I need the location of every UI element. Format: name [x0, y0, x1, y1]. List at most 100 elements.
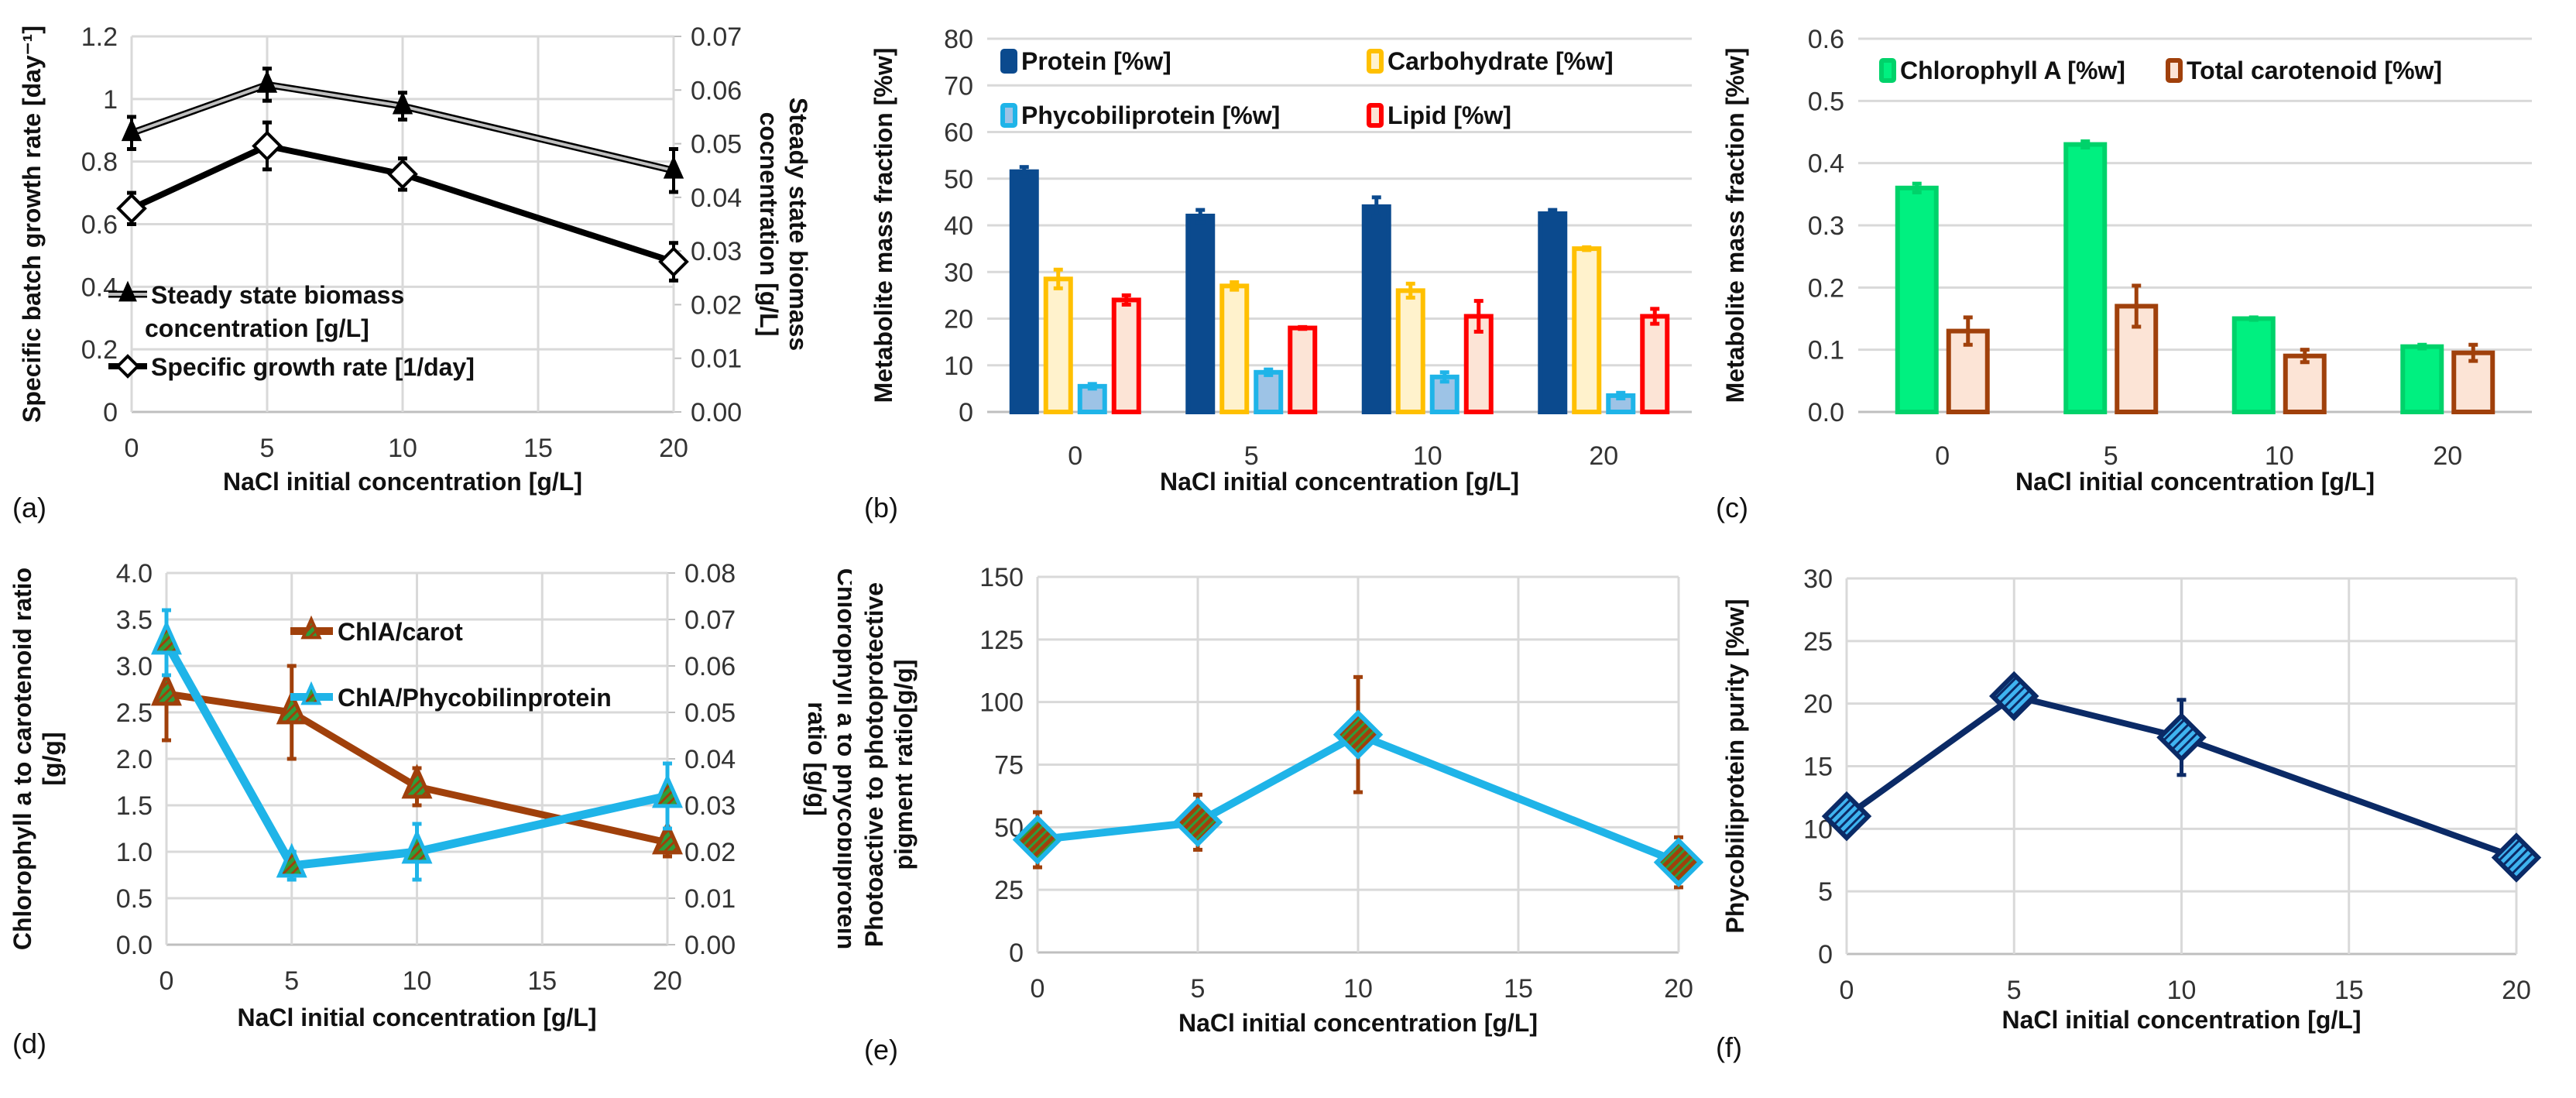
data-point-chla-phyco: [652, 773, 683, 808]
bar: [1538, 211, 1568, 414]
y2-tick-label: 0.06: [691, 76, 742, 105]
y2-tick-label: 0.08: [684, 559, 736, 588]
panel-label: (d): [12, 1028, 46, 1059]
series-line-biomass-inner: [131, 83, 674, 173]
bar: [1185, 213, 1216, 415]
legend-label: Lipid [%w]: [1387, 101, 1511, 129]
y2-tick-label: 0.04: [691, 184, 742, 213]
bar: [1219, 283, 1250, 415]
y-tick-label: 0.5: [1808, 87, 1844, 116]
bar: [2231, 316, 2276, 414]
bar: [1395, 288, 1425, 414]
x-tick-label: 0: [1840, 976, 1854, 1005]
y-tick-label: 2.0: [116, 745, 153, 774]
y-tick-label: 25: [994, 876, 1024, 905]
y-tick-label: 80: [944, 25, 973, 54]
legend-swatch: [1000, 103, 1017, 128]
data-point-chla-carot: [401, 763, 433, 799]
bar: [1895, 185, 1939, 415]
x-tick-label: 20: [2502, 976, 2531, 1005]
y-tick-label: 0.3: [1808, 211, 1844, 241]
y-tick-label: 0: [1818, 940, 1833, 969]
panel-label: (b): [864, 492, 898, 523]
series-line: [1037, 730, 1680, 866]
y-axis-label: Phycobiliprotein purity [%w]: [1721, 599, 1749, 933]
x-tick-label: 5: [1244, 441, 1259, 471]
data-point-biomass: [121, 118, 142, 142]
x-tick-label: 10: [403, 966, 432, 996]
x-tick-label: 0: [125, 434, 139, 463]
legend-label: ChlA/Phycobilinprotein: [338, 684, 612, 712]
legend-label: Protein [%w]: [1021, 47, 1171, 75]
x-axis-label: NaCl initial concentration [g/L]: [1178, 1009, 1538, 1037]
panel-label: (c): [1716, 492, 1748, 523]
data-point-chla-carot: [652, 819, 683, 855]
y-tick-label: 5: [1818, 877, 1833, 907]
y-tick-label: 0.4: [81, 273, 118, 302]
y2-axis-label: Steady state biomass: [784, 98, 812, 351]
bar: [1361, 204, 1391, 414]
y-tick-label: 1: [103, 85, 118, 115]
panel-f: 0 5 10 15 20 25 30 0 5 10 15 20 NaCl initial concent…: [1703, 542, 2576, 1094]
data-point-growth-rate: [116, 193, 147, 225]
y2-axis-label: Chlorophyll a to phycobilprotein: [832, 568, 852, 949]
x-tick-label: 20: [1664, 974, 1693, 1004]
panel-a: 0 0.2 0.4 0.6 0.8 1 1.2 0.00 0.01 0.02 0.03 0.04 0.0…: [0, 0, 852, 542]
legend-label: Carbohydrate [%w]: [1387, 47, 1614, 75]
series-line: [1844, 692, 2518, 861]
x-tick-label: 5: [1191, 974, 1206, 1004]
y-tick-label: 0: [959, 398, 973, 427]
y2-axis-label: cocnentration [g/L]: [755, 112, 783, 337]
y-tick-label: 0.0: [116, 931, 153, 960]
x-tick-label: 15: [2334, 976, 2364, 1005]
legend-marker-triangle: [300, 681, 322, 705]
panel-d: 0.0 0.5 1.0 1.5 2.0 2.5 3.0 3.5 4.0 0.00 0.01 0.02 0…: [0, 542, 860, 1094]
x-tick-label: 10: [1413, 441, 1442, 471]
y2-tick-label: 0.02: [684, 838, 736, 867]
bar: [1572, 246, 1602, 414]
chart-d: 0.0 0.5 1.0 1.5 2.0 2.5 3.0 3.5 4.0 0.00 0.01 0.02 0…: [9, 559, 860, 1059]
data-point-chla-phyco: [401, 829, 433, 864]
y2-tick-label: 0.01: [684, 884, 736, 914]
y-tick-label: 0.2: [1808, 273, 1844, 303]
x-tick-label: 5: [2007, 976, 2022, 1005]
y-tick-label: 3.5: [116, 606, 153, 635]
y-tick-label: 0.6: [1808, 25, 1844, 54]
y-tick-label: 0.2: [81, 335, 118, 365]
panel-label: (a): [12, 492, 46, 523]
data-point: [1821, 791, 1872, 842]
data-point: [1333, 709, 1384, 760]
panel-e: 0 25 50 75 100 125 150 0 5 10 15 20 NaCl initial con…: [852, 542, 1704, 1094]
legend-marker-triangle: [118, 280, 137, 302]
legend-label: Specific growth rate [1/day]: [151, 353, 475, 381]
legend-marker-triangle: [300, 615, 322, 640]
y2-tick-label: 0.03: [684, 791, 736, 821]
data-point-growth-rate: [658, 246, 689, 277]
bar: [1009, 169, 1039, 414]
panel-label: (e): [864, 1034, 898, 1065]
x-tick-label: 20: [659, 434, 688, 463]
y-tick-label: 150: [979, 563, 1024, 592]
y-tick-label: 1.5: [116, 791, 153, 821]
series-line-growth-rate: [130, 142, 675, 265]
bar: [1254, 369, 1284, 415]
bar: [1640, 314, 1670, 414]
y-tick-label: 0.6: [81, 211, 118, 240]
y2-tick-label: 0.05: [684, 698, 736, 728]
legend-label: Steady state biomass: [151, 281, 404, 309]
y2-tick-label: 0.04: [684, 745, 736, 774]
y2-tick-label: 0.02: [691, 290, 742, 320]
x-axis-label: NaCl initial concentration [g/L]: [2015, 468, 2375, 496]
y2-tick-label: 0.03: [691, 237, 742, 266]
y-tick-label: 2.5: [116, 698, 153, 728]
x-axis-label: NaCl initial concentration [g/L]: [237, 1004, 596, 1031]
y-tick-label: 15: [1803, 753, 1833, 782]
legend-swatch: [1000, 49, 1017, 74]
y-tick-label: 70: [944, 71, 973, 101]
y2-axis-label: ratio [g/g]: [803, 702, 831, 816]
y2-tick-label: 0.01: [691, 345, 742, 374]
y-axis-label: Metabolite mass fraction [%w]: [870, 48, 897, 403]
legend-label: Phycobiliprotein [%w]: [1021, 101, 1280, 129]
